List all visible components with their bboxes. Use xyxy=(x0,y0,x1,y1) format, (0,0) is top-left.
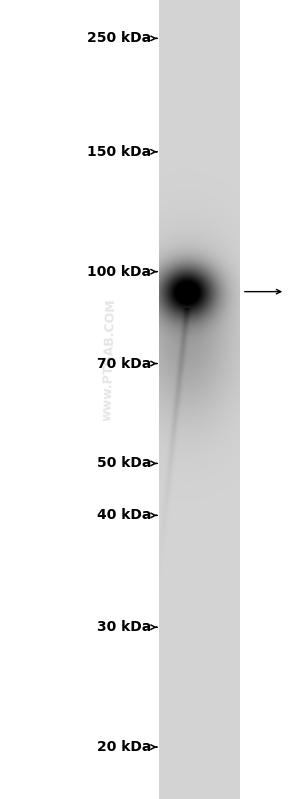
Text: 250 kDa: 250 kDa xyxy=(87,31,151,46)
Text: www.PTGAB.COM: www.PTGAB.COM xyxy=(101,298,118,421)
Text: 40 kDa: 40 kDa xyxy=(97,508,151,523)
Text: 50 kDa: 50 kDa xyxy=(97,456,151,471)
Text: 100 kDa: 100 kDa xyxy=(87,264,151,279)
Text: 30 kDa: 30 kDa xyxy=(97,620,151,634)
Text: 70 kDa: 70 kDa xyxy=(97,356,151,371)
Text: 20 kDa: 20 kDa xyxy=(97,740,151,754)
Text: 150 kDa: 150 kDa xyxy=(87,145,151,159)
